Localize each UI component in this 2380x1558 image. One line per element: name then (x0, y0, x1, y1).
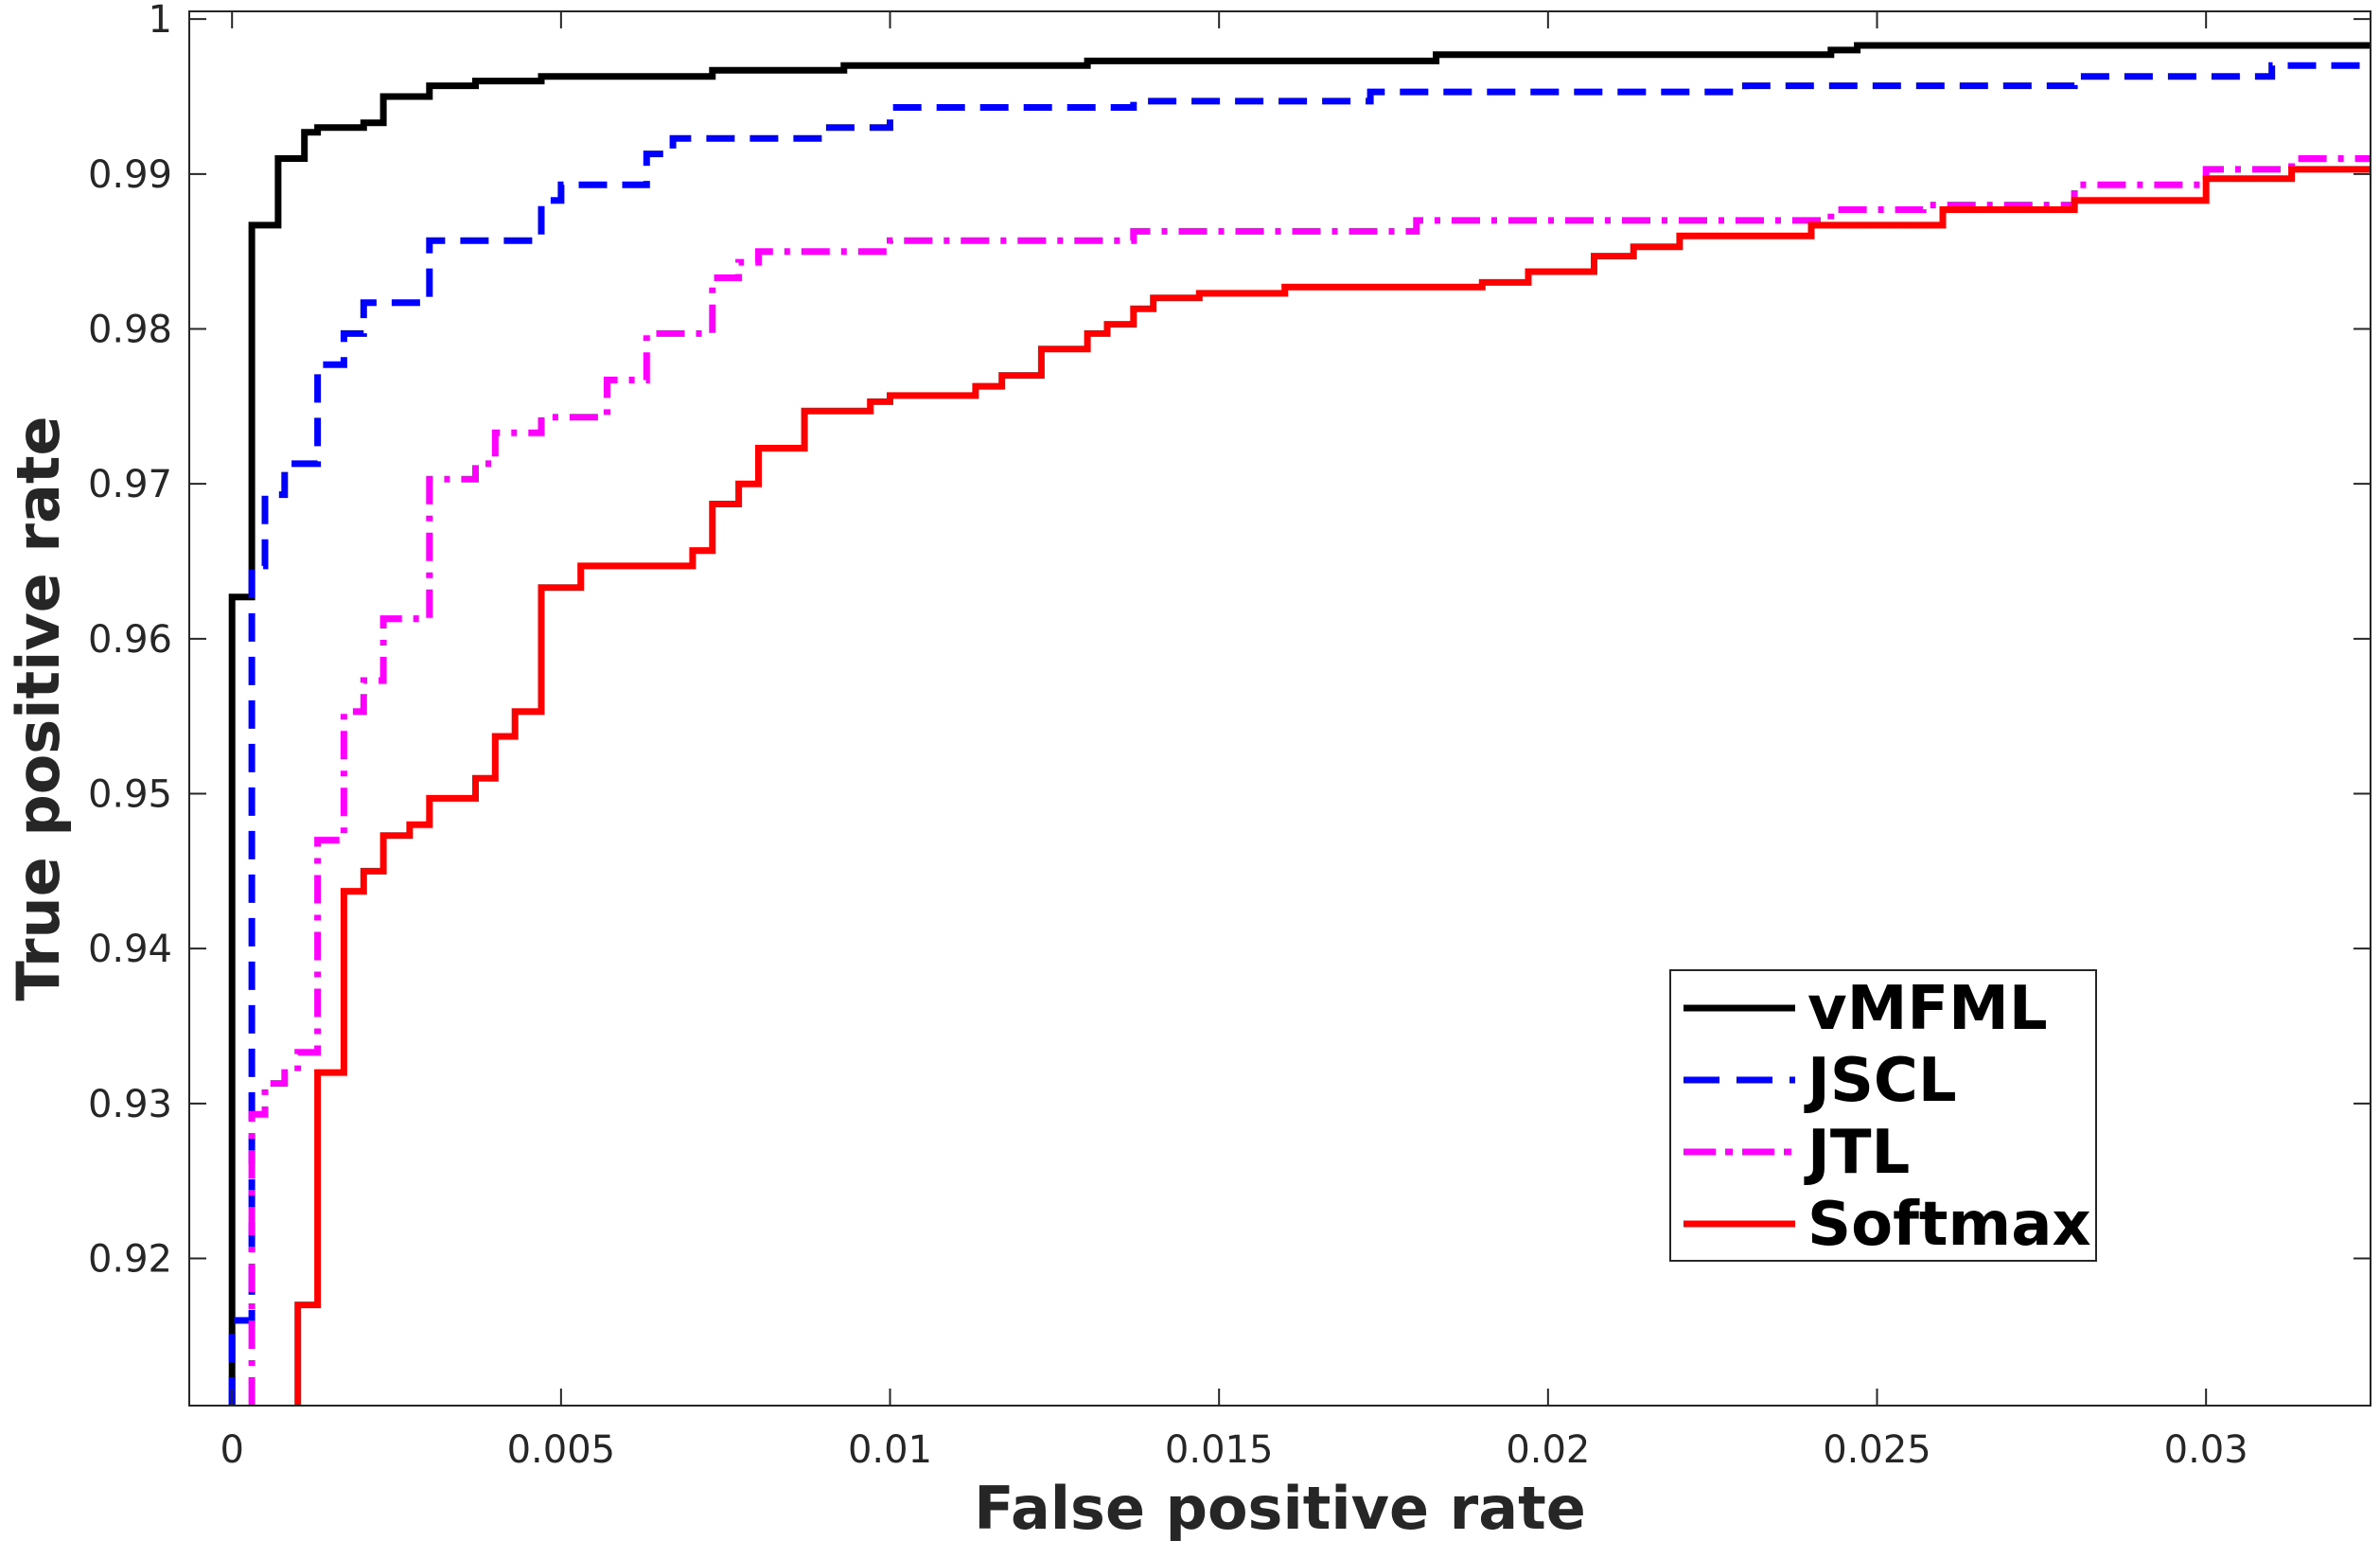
x-tick-label: 0.005 (507, 1428, 616, 1472)
x-tick-label: 0.02 (1506, 1428, 1590, 1472)
legend-box (1669, 969, 2097, 1262)
y-tick-label: 0.97 (88, 463, 172, 506)
series-layer (228, 42, 2371, 1406)
series-line-softmax (294, 166, 2371, 1406)
x-tick-label: 0.025 (1823, 1428, 1931, 1472)
legend-label-jtl: JTL (1804, 1118, 1910, 1188)
y-axis-label: True positive rate (4, 416, 73, 1000)
tick-layer: 0 0.005 0.01 0.015 0.02 0.025 0.03 0.92 0.93 0.94… (88, 0, 2371, 1472)
series-line-vmfml (228, 42, 2371, 1406)
x-tick-label: 0 (220, 1428, 243, 1472)
series-line-jscl (228, 62, 2371, 1406)
y-tick-label: 0.95 (88, 773, 172, 817)
x-tick-label: 0.015 (1165, 1428, 1274, 1472)
y-tick-label: 0.99 (88, 153, 172, 197)
axes-box (188, 10, 2371, 1407)
y-tick-label: 0.93 (88, 1083, 172, 1126)
legend-label-softmax: Softmax (1807, 1190, 2091, 1260)
legend-label-vmfml: vMFML (1807, 974, 2048, 1044)
series-line-jtl (248, 155, 2371, 1406)
x-axis-label: False positive rate (974, 1474, 1586, 1543)
x-tick-label: 0.01 (848, 1428, 932, 1472)
x-tick-label: 0.03 (2164, 1428, 2248, 1472)
y-tick-label: 0.94 (88, 928, 172, 971)
y-tick-label: 0.98 (88, 309, 172, 352)
y-tick-label: 0.96 (88, 618, 172, 662)
y-tick-label: 1 (149, 0, 172, 42)
y-tick-label: 0.92 (88, 1238, 172, 1282)
legend-label-jscl: JSCL (1804, 1046, 1957, 1116)
